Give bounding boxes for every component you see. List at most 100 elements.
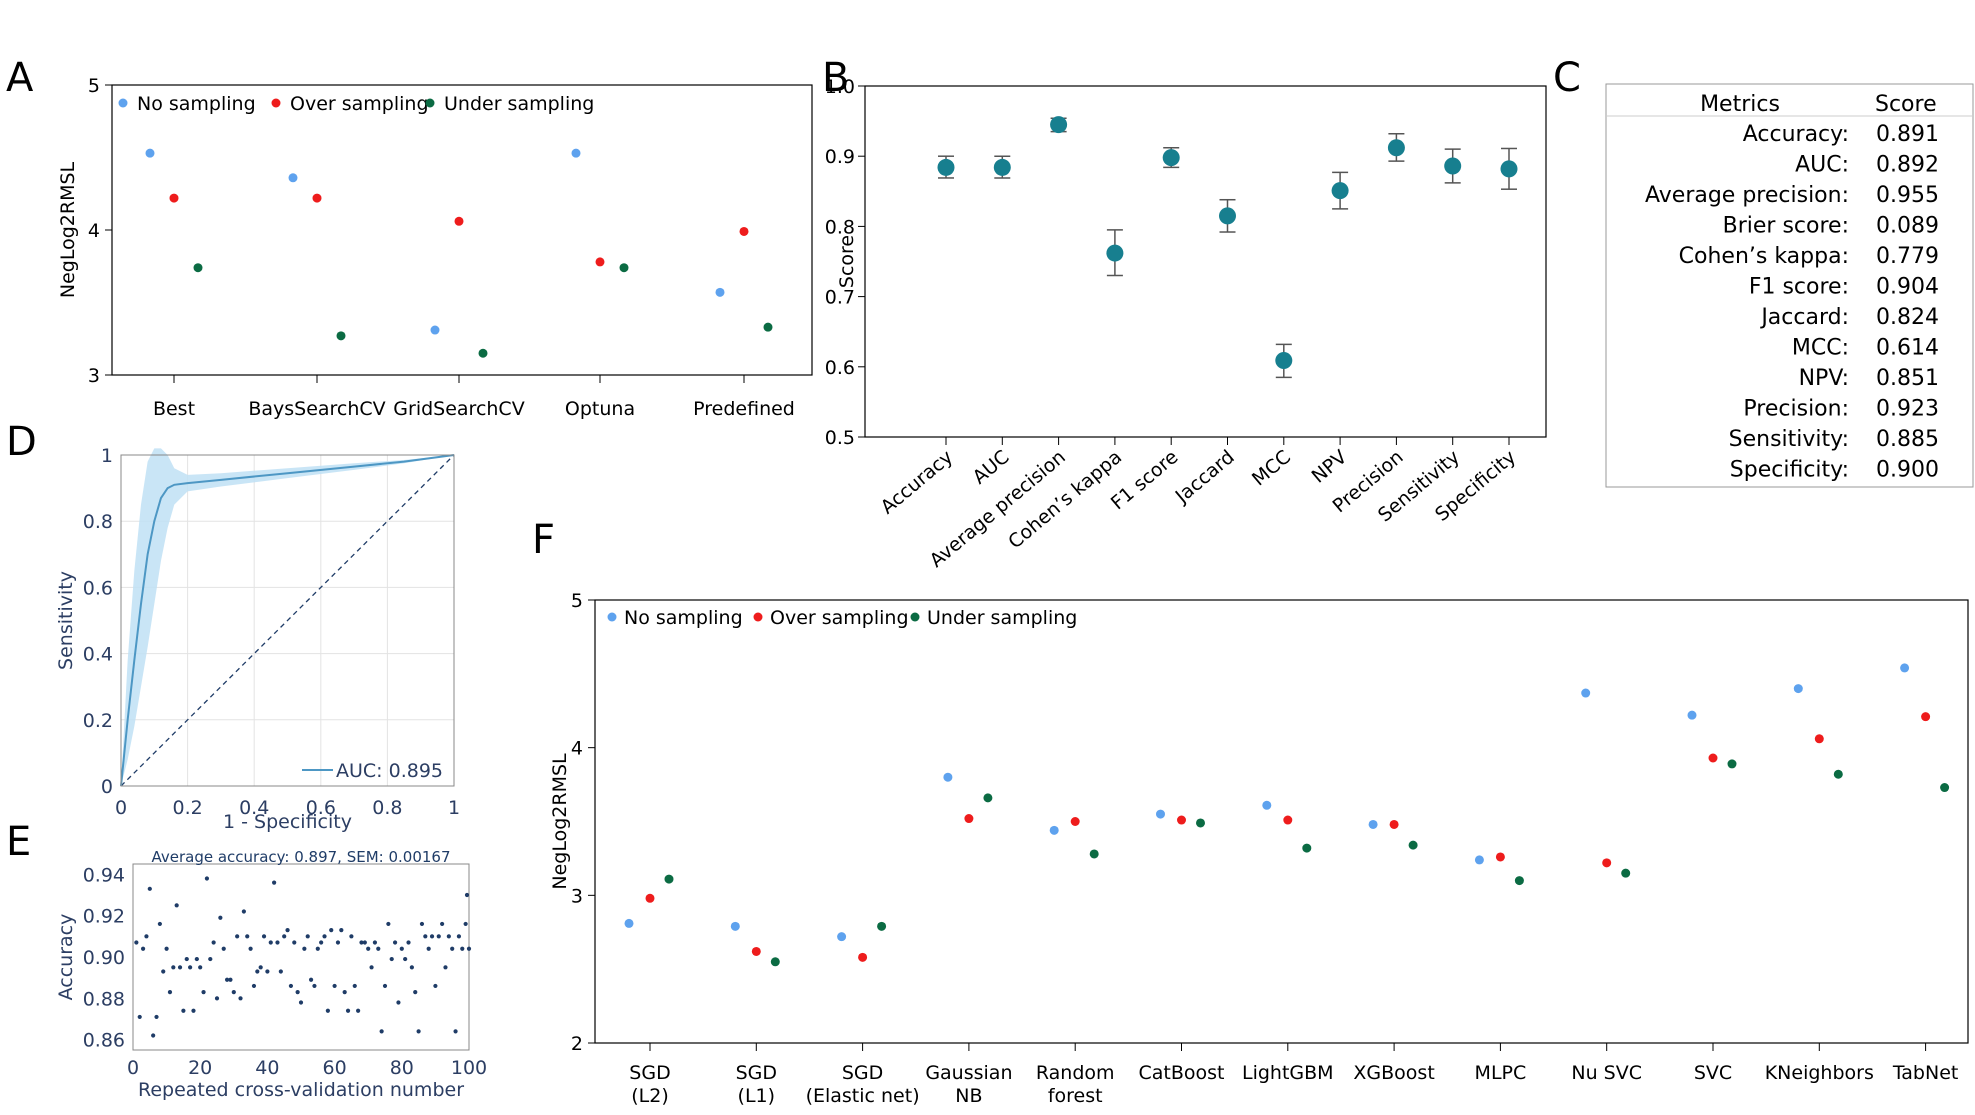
data-point <box>258 965 263 970</box>
x-tick-label: Predefined <box>693 398 795 420</box>
data-point <box>245 934 250 939</box>
panel-letter-a: A <box>6 55 34 101</box>
data-point <box>379 1029 384 1034</box>
data-point <box>1687 710 1697 720</box>
data-point <box>169 193 179 203</box>
data-point <box>1727 759 1737 769</box>
x-tick-label-line: (L2) <box>631 1085 669 1107</box>
data-point <box>312 983 317 989</box>
data-point <box>426 946 431 951</box>
data-point <box>265 969 270 974</box>
data-point <box>1177 815 1186 825</box>
data-point <box>406 940 411 945</box>
x-tick-label: 20 <box>188 1057 212 1079</box>
score-point <box>1387 139 1405 157</box>
x-tick-label: GridSearchCV <box>393 398 524 420</box>
y-tick-label: 0.90 <box>83 947 125 969</box>
data-point <box>619 263 629 273</box>
panel-letter-c: C <box>1553 55 1581 101</box>
data-point <box>193 263 203 273</box>
y-tick-label: 0.7 <box>825 287 855 309</box>
data-point <box>440 921 445 927</box>
data-point <box>332 983 337 989</box>
chance-line <box>120 454 455 787</box>
x-tick-label: 1 <box>448 797 460 819</box>
data-point <box>221 946 226 951</box>
data-point <box>1833 769 1843 779</box>
data-point <box>386 921 391 927</box>
data-point <box>366 946 371 951</box>
data-point <box>295 990 300 995</box>
y-tick-label: 0.8 <box>83 511 113 533</box>
data-point <box>319 940 324 945</box>
data-point <box>460 946 465 951</box>
metric-score: 0.614 <box>1876 336 1939 361</box>
data-point <box>730 921 740 931</box>
x-axis-title: 1 - Specificity <box>223 811 352 833</box>
data-point <box>352 983 357 989</box>
x-tick-label-line: SGD <box>629 1062 670 1084</box>
data-point <box>282 934 287 939</box>
roc-confidence-band <box>121 448 454 786</box>
data-point <box>134 940 139 945</box>
metric-score: 0.851 <box>1876 366 1939 391</box>
data-point <box>456 934 462 939</box>
data-point <box>450 946 455 951</box>
data-point <box>298 1000 304 1005</box>
data-point <box>228 977 233 982</box>
x-tick-label: Accuracy <box>877 446 958 519</box>
y-tick-label: 0.9 <box>825 146 855 168</box>
chart-a: 3 4 5 Best BaysSearchCV GridSearchCV Optuna Pre… <box>57 75 813 420</box>
score-point <box>1050 116 1068 134</box>
data-point <box>443 965 448 970</box>
data-point <box>1495 852 1505 862</box>
x-tick-label-line: Nu SVC <box>1571 1062 1642 1084</box>
data-point <box>396 1000 401 1005</box>
data-point <box>145 148 155 158</box>
x-tick-label: Best <box>153 398 195 420</box>
data-point <box>454 216 464 226</box>
data-point <box>1602 858 1612 868</box>
x-tick-label: 100 <box>451 1057 487 1079</box>
data-point <box>1621 868 1631 878</box>
y-axis-title: Score <box>836 235 858 288</box>
data-point <box>429 934 435 939</box>
data-point <box>285 928 290 933</box>
metric-score: 0.923 <box>1876 397 1939 422</box>
data-point <box>624 918 634 928</box>
data-point <box>1900 663 1910 673</box>
metric-name: Sensitivity: <box>1729 427 1849 452</box>
legend-marker <box>753 612 763 622</box>
x-tick-label-line: Random <box>1036 1062 1115 1084</box>
data-point <box>1408 840 1418 850</box>
data-point <box>137 1014 142 1020</box>
x-tick-label-line: XGBoost <box>1353 1062 1434 1084</box>
x-tick-label-line: KNeighbors <box>1765 1062 1874 1084</box>
metric-score: 0.891 <box>1876 122 1939 147</box>
data-point <box>1940 783 1950 793</box>
data-point <box>241 909 246 914</box>
x-tick-label: 0.8 <box>372 797 402 819</box>
metric-name: Precision: <box>1743 397 1849 422</box>
data-point <box>157 921 162 927</box>
metric-name: F1 score: <box>1749 275 1849 300</box>
data-point <box>595 257 605 267</box>
data-point <box>312 193 322 203</box>
y-tick-label: 0.8 <box>825 216 855 238</box>
metric-name: Average precision: <box>1645 183 1849 208</box>
data-point <box>369 965 374 970</box>
x-tick-label: AUC <box>969 446 1014 489</box>
x-tick-label-line: CatBoost <box>1139 1062 1225 1084</box>
y-tick-label: 1.0 <box>825 76 855 98</box>
x-tick-label: 80 <box>390 1057 414 1079</box>
y-tick-label: 0.86 <box>83 1030 125 1052</box>
data-point <box>140 946 146 951</box>
data-point <box>1089 849 1099 859</box>
y-tick-label: 1 <box>101 445 113 467</box>
data-point <box>433 983 438 989</box>
metric-score: 0.779 <box>1876 244 1939 269</box>
y-tick-label: 0.6 <box>825 357 855 379</box>
data-point <box>275 940 280 945</box>
y-tick-label: 0.88 <box>83 988 125 1010</box>
plot-frame <box>111 84 813 376</box>
